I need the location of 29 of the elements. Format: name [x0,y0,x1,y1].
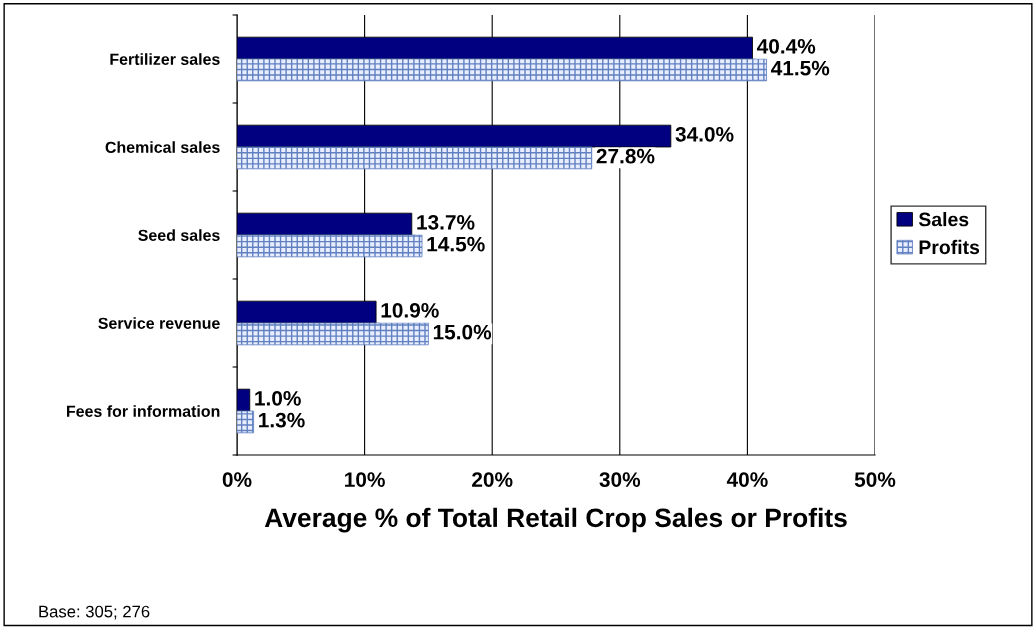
data-label: 10.9% [381,302,439,318]
x-tick-label: 0% [222,472,252,487]
text: Base: 305; 276 [39,605,150,620]
y-tick-label: Seed sales [138,229,220,241]
x-tick-label: 30% [599,472,641,487]
x-tick-label: 40% [726,472,768,487]
x-tick-label: 10% [345,472,385,487]
y-tick-label: Service revenue [98,317,220,329]
data-label: 1.0% [255,390,301,406]
bar [237,322,429,346]
legend-label: Sales [918,212,969,227]
data-label: 14.5% [427,236,485,252]
data-label: 13.7% [417,214,475,230]
data-label: 34.0% [675,126,734,142]
legend-label: Profits [919,239,980,255]
y-tick-label: Chemical sales [105,141,220,153]
data-label: 40.4% [756,38,816,54]
bar [237,410,255,434]
bar [237,234,423,258]
data-label: 15.0% [433,324,492,340]
x-axis-title: Average % of Total Retail Crop Sales or Profits [264,507,847,533]
x-tick-label: 50% [854,472,896,487]
bar [237,58,767,82]
y-tick-label: Fertilizer sales [110,53,220,65]
data-label: 41.5% [771,60,830,76]
data-label: 1.3% [259,412,305,428]
x-tick-label: 20% [472,472,513,487]
y-tick-label: Fees for information [67,405,220,417]
data-label: 27.8% [596,148,655,164]
